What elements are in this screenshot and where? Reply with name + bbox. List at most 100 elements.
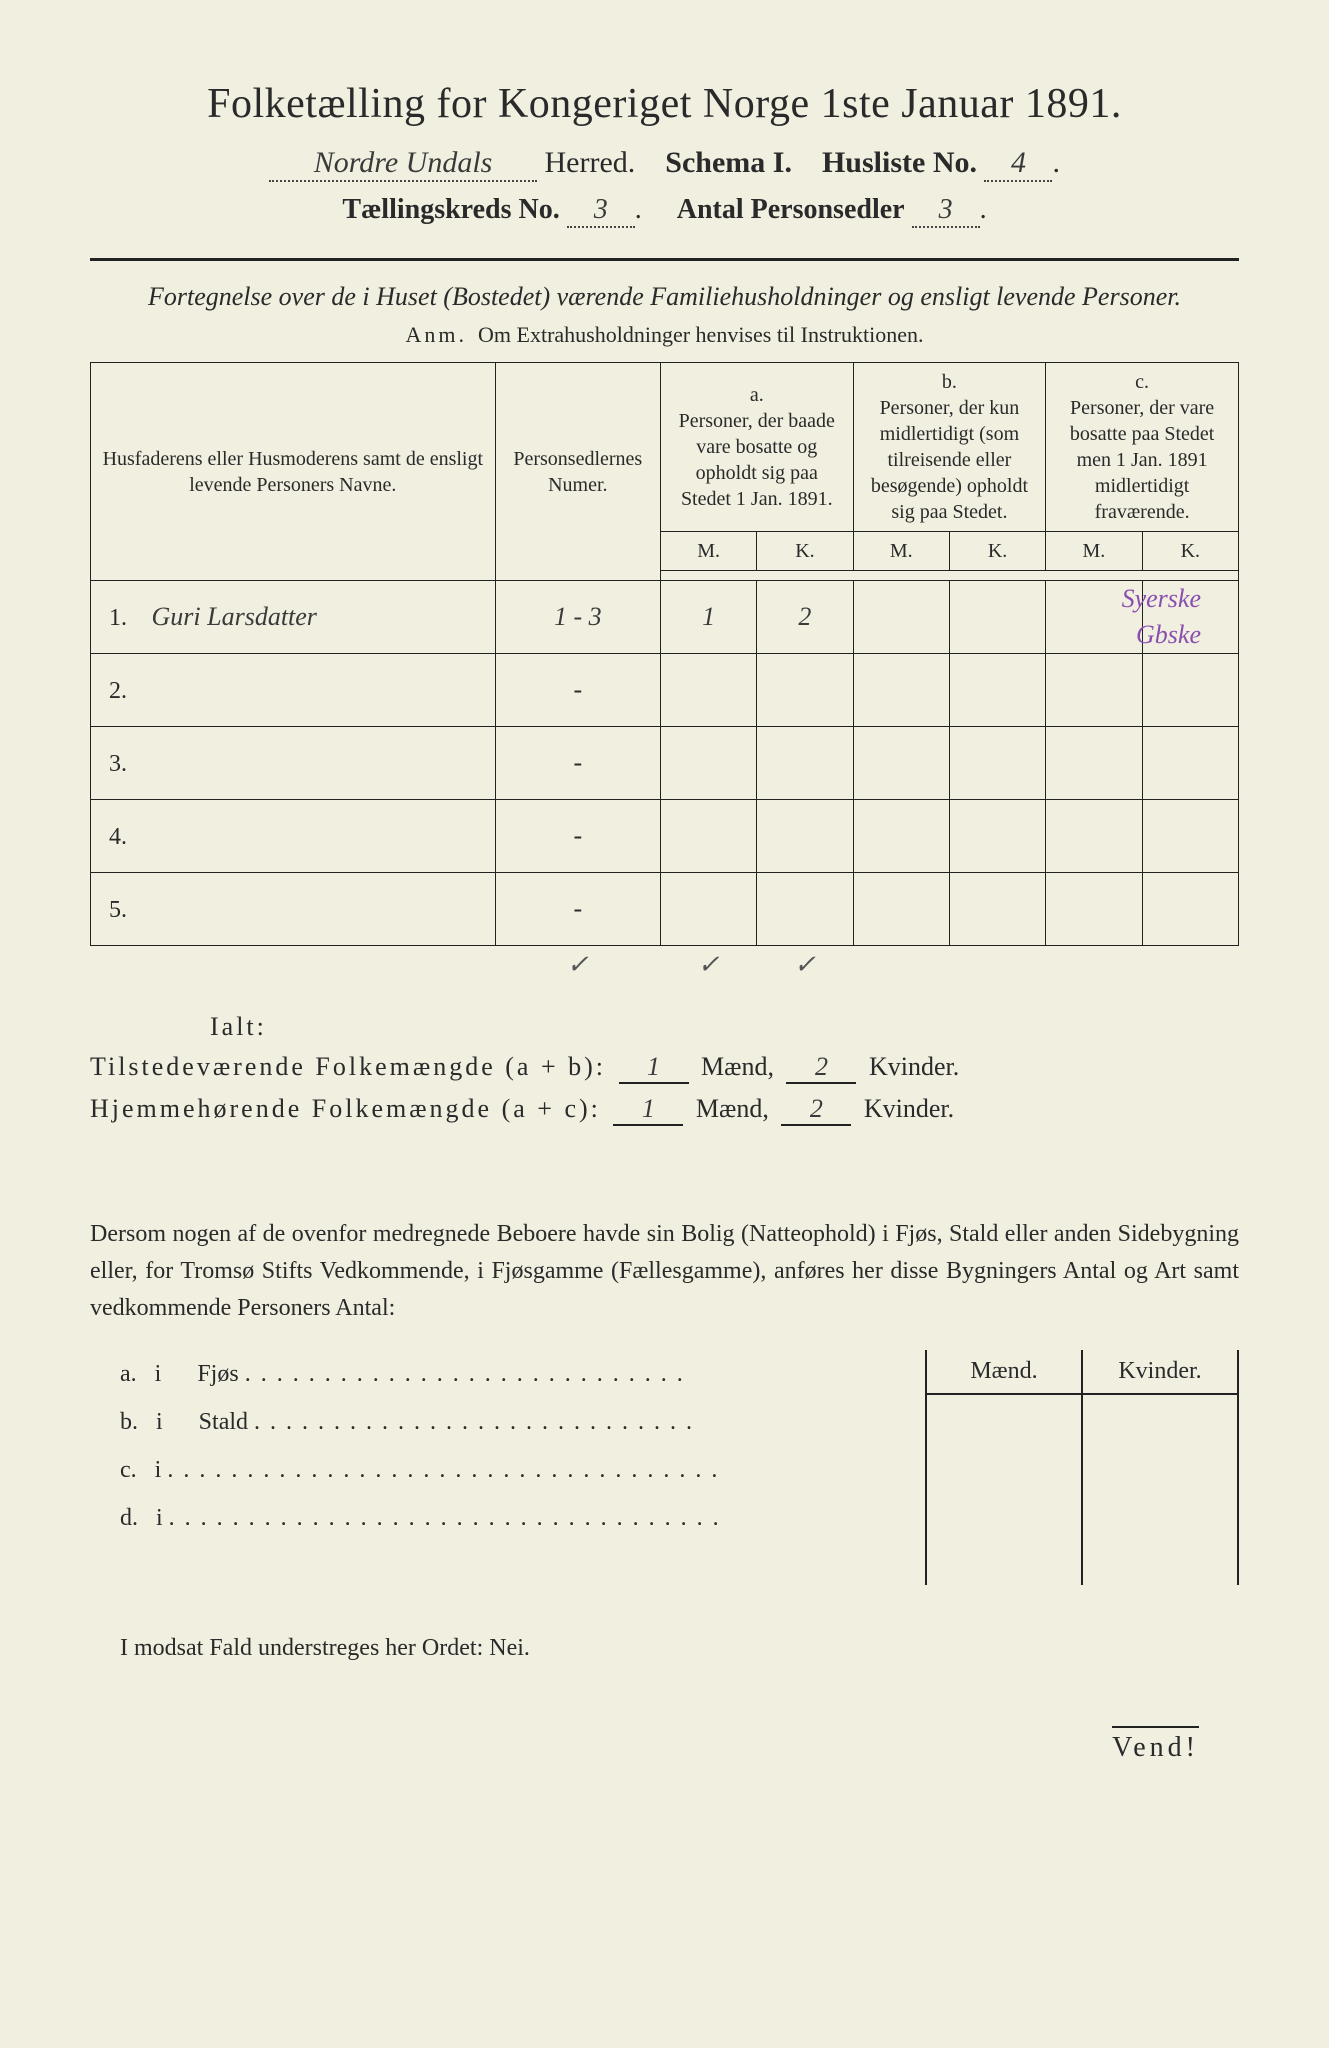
side-item: d. i . . . . . . . . . . . . . . . . . .… bbox=[120, 1494, 925, 1542]
table-row: 3. - bbox=[91, 727, 1239, 800]
check-mark: ✓ bbox=[757, 946, 853, 985]
grp-c-label: c. Personer, der vare bosatte paa Stedet… bbox=[1046, 363, 1239, 532]
side-label: Fjøs bbox=[197, 1361, 238, 1387]
anm-text: Om Extrahusholdninger henvises til Instr… bbox=[478, 322, 923, 347]
fjos-paragraph: Dersom nogen af de ovenfor medregnede Be… bbox=[90, 1216, 1239, 1328]
grp-b-label: b. Personer, der kun midlertidigt (som t… bbox=[853, 363, 1046, 532]
herred-label: Herred. bbox=[545, 146, 636, 179]
row-num: 5. bbox=[109, 897, 127, 923]
check-mark: ✓ bbox=[660, 946, 756, 985]
tils-m: 1 bbox=[619, 1052, 689, 1084]
table-row: 5. - bbox=[91, 873, 1239, 946]
tilstede-line: Tilstedeværende Folkemængde (a + b): 1 M… bbox=[90, 1052, 1239, 1084]
grp-c-text: Personer, der vare bosatte paa Stedet me… bbox=[1054, 395, 1230, 525]
hjem-m: 1 bbox=[613, 1094, 683, 1126]
page-title: Folketælling for Kongeriget Norge 1ste J… bbox=[90, 80, 1239, 128]
side-list: a. i Fjøs . . . . . . . . . . . . . . . … bbox=[90, 1350, 925, 1542]
census-form-page: Folketælling for Kongeriget Norge 1ste J… bbox=[0, 0, 1329, 2048]
maend-label: Mænd, bbox=[701, 1052, 774, 1081]
kvinder-label: Kvinder. bbox=[864, 1094, 954, 1123]
grp-c-letter: c. bbox=[1054, 369, 1230, 395]
check-row: ✓ ✓ ✓ bbox=[91, 946, 1239, 985]
grp-b-letter: b. bbox=[862, 369, 1038, 395]
census-table: Husfaderens eller Husmoderens samt de en… bbox=[90, 362, 1239, 984]
maend-label: Mænd, bbox=[696, 1094, 769, 1123]
hjem-label: Hjemmehørende Folkemængde (a + c): bbox=[90, 1094, 601, 1123]
mk-header-k: Kvinder. bbox=[1083, 1350, 1237, 1393]
dots: . . . . . . . . . . . . . . . . . . . . … bbox=[169, 1505, 721, 1531]
side-label: Stald bbox=[199, 1409, 248, 1435]
table-header: Husfaderens eller Husmoderens samt de en… bbox=[91, 363, 1239, 581]
cell-num: - bbox=[495, 800, 660, 873]
herred-line: Nordre Undals Herred. Schema I. Husliste… bbox=[90, 146, 1239, 182]
col-header-name: Husfaderens eller Husmoderens samt de en… bbox=[91, 363, 496, 581]
cell-num: 1 - 3 bbox=[495, 581, 660, 654]
cell-num: - bbox=[495, 727, 660, 800]
side-i: i bbox=[155, 1457, 162, 1483]
vend-label: Vend! bbox=[90, 1732, 1239, 1764]
table-row: 4. - bbox=[91, 800, 1239, 873]
antal-label: Antal Personsedler bbox=[677, 194, 905, 225]
mk-header: Mænd. Kvinder. bbox=[927, 1350, 1237, 1395]
table-row: 2. - bbox=[91, 654, 1239, 727]
col-header-num: Personsedlernes Numer. bbox=[495, 363, 660, 581]
side-i: i bbox=[156, 1409, 163, 1435]
vend-text: Vend! bbox=[1112, 1726, 1199, 1763]
row-num: 1. bbox=[109, 605, 127, 631]
anm-line: Anm. Om Extrahusholdninger henvises til … bbox=[90, 322, 1239, 348]
herred-value: Nordre Undals bbox=[269, 146, 537, 182]
husliste-label: Husliste No. bbox=[822, 146, 977, 179]
tils-label: Tilstedeværende Folkemængde (a + b): bbox=[90, 1052, 606, 1081]
antal-no: 3 bbox=[912, 194, 980, 228]
hdr-b-k: K. bbox=[949, 532, 1045, 571]
side-key: d. bbox=[120, 1505, 138, 1531]
mk-header-m: Mænd. bbox=[927, 1350, 1083, 1393]
hdr-c-k: K. bbox=[1142, 532, 1238, 571]
side-i: i bbox=[155, 1361, 162, 1387]
subtitle: Fortegnelse over de i Huset (Bostedet) v… bbox=[90, 279, 1239, 314]
husliste-no: 4 bbox=[984, 146, 1052, 182]
side-i: i bbox=[156, 1505, 163, 1531]
check-mark: ✓ bbox=[495, 946, 660, 985]
side-key: c. bbox=[120, 1457, 137, 1483]
hdr-a-m: M. bbox=[660, 532, 756, 571]
row-num: 4. bbox=[109, 824, 127, 850]
side-key: b. bbox=[120, 1409, 138, 1435]
kvinder-label: Kvinder. bbox=[869, 1052, 959, 1081]
row-name: Guri Larsdatter bbox=[152, 602, 317, 631]
mk-box: Mænd. Kvinder. bbox=[925, 1350, 1239, 1585]
cell-a-k: 2 bbox=[757, 581, 853, 654]
anm-label: Anm. bbox=[406, 322, 468, 347]
totals-block: Ialt: Tilstedeværende Folkemængde (a + b… bbox=[90, 1012, 1239, 1126]
side-key: a. bbox=[120, 1361, 137, 1387]
hdr-a-k: K. bbox=[757, 532, 853, 571]
schema-label: Schema I. bbox=[665, 146, 792, 179]
table-wrapper: Syerske Gbske Husfaderens eller Husmoder… bbox=[90, 362, 1239, 984]
dots: . . . . . . . . . . . . . . . . . . . . … bbox=[167, 1457, 719, 1483]
grp-a-letter: a. bbox=[669, 382, 845, 408]
kreds-label: Tællingskreds No. bbox=[342, 194, 559, 225]
cell-b-m bbox=[853, 581, 949, 654]
mk-col-k bbox=[1083, 1395, 1237, 1585]
mk-col-m bbox=[927, 1395, 1083, 1585]
hdr-c-m: M. bbox=[1046, 532, 1142, 571]
row-num: 2. bbox=[109, 678, 127, 704]
side-annotation-2: Gbske bbox=[1136, 620, 1201, 650]
grp-a-text: Personer, der baade vare bosatte og opho… bbox=[669, 408, 845, 512]
cell-a-m: 1 bbox=[660, 581, 756, 654]
kreds-line: Tællingskreds No. 3. Antal Personsedler … bbox=[90, 194, 1239, 228]
table-row: 1. Guri Larsdatter 1 - 3 1 2 bbox=[91, 581, 1239, 654]
nei-line: I modsat Fald understreges her Ordet: Ne… bbox=[90, 1635, 1239, 1662]
dots: . . . . . . . . . . . . . . . . . . . . … bbox=[245, 1361, 685, 1387]
side-item: a. i Fjøs . . . . . . . . . . . . . . . … bbox=[120, 1350, 925, 1398]
side-item: c. i . . . . . . . . . . . . . . . . . .… bbox=[120, 1446, 925, 1494]
hjemme-line: Hjemmehørende Folkemængde (a + c): 1 Mæn… bbox=[90, 1094, 1239, 1126]
dots: . . . . . . . . . . . . . . . . . . . . … bbox=[254, 1409, 694, 1435]
ialt-label: Ialt: bbox=[210, 1012, 267, 1041]
tils-k: 2 bbox=[786, 1052, 856, 1084]
kreds-no: 3 bbox=[567, 194, 635, 228]
cell-b-k bbox=[949, 581, 1045, 654]
row-num: 3. bbox=[109, 751, 127, 777]
mk-body bbox=[927, 1395, 1237, 1585]
side-item: b. i Stald . . . . . . . . . . . . . . .… bbox=[120, 1398, 925, 1446]
